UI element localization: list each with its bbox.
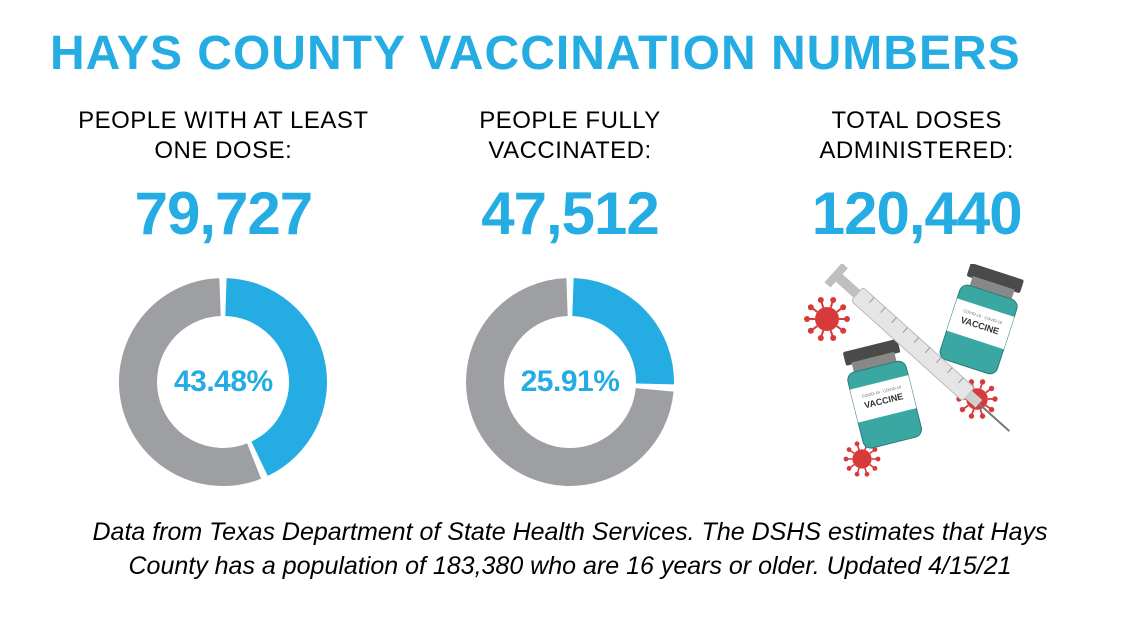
stat-label: PEOPLE FULLY VACCINATED: [479, 106, 661, 166]
stat-value: 47,512 [481, 184, 659, 244]
footer-note: Data from Texas Department of State Heal… [50, 516, 1090, 584]
stat-col-fully-vaccinated: PEOPLE FULLY VACCINATED: 47,512 25.91% [397, 106, 744, 494]
stats-row: PEOPLE WITH AT LEAST ONE DOSE: 79,727 43… [50, 106, 1090, 494]
stat-value: 120,440 [812, 184, 1022, 244]
stat-label-line2: VACCINATED: [488, 137, 651, 164]
donut-pct-label: 43.48% [113, 272, 333, 492]
vaccine-illustration: VACCINECOVID-19 · COVID-19VACCINECOVID-1… [787, 264, 1047, 494]
stat-label-line2: ADMINISTERED: [819, 137, 1014, 164]
stat-col-one-dose: PEOPLE WITH AT LEAST ONE DOSE: 79,727 43… [50, 106, 397, 494]
donut-chart-fully-vaccinated: 25.91% [460, 272, 680, 492]
stat-label-line1: PEOPLE WITH AT LEAST [78, 107, 369, 134]
stat-label-line1: PEOPLE FULLY [479, 107, 661, 134]
stat-label-line1: TOTAL DOSES [831, 107, 1001, 134]
page-title: HAYS COUNTY VACCINATION NUMBERS [50, 30, 1090, 78]
donut-chart-one-dose: 43.48% [113, 272, 333, 492]
stat-label-line2: ONE DOSE: [154, 137, 292, 164]
stat-value: 79,727 [135, 184, 313, 244]
stat-label: PEOPLE WITH AT LEAST ONE DOSE: [78, 106, 369, 166]
stat-label: TOTAL DOSES ADMINISTERED: [819, 106, 1014, 166]
stat-col-total-doses: TOTAL DOSES ADMINISTERED: 120,440 VACCIN… [743, 106, 1090, 494]
donut-pct-label: 25.91% [460, 272, 680, 492]
